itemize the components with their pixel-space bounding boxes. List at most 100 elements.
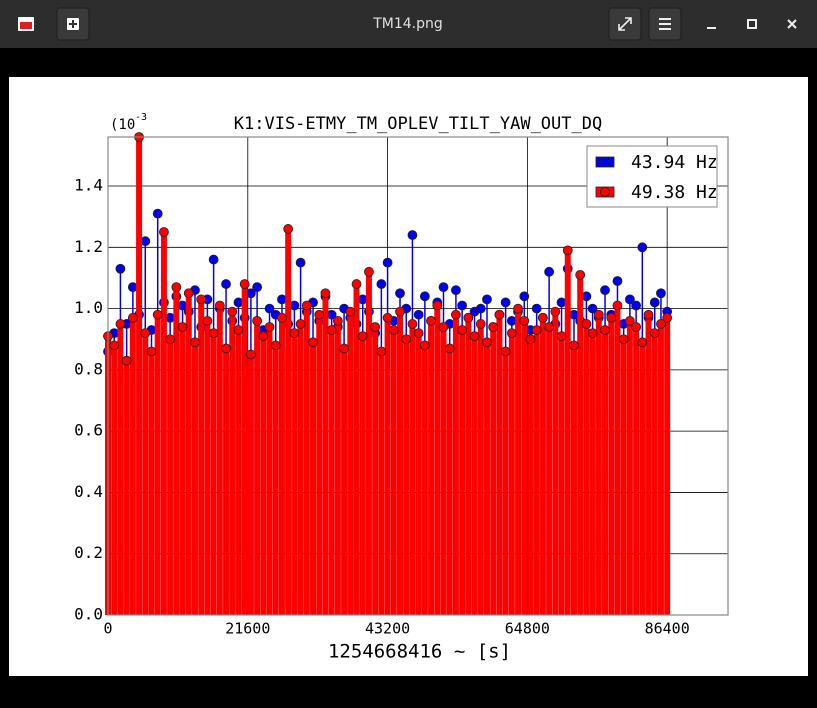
stem-marker [407,230,418,240]
stem-marker [388,325,399,335]
stem-marker [127,282,138,293]
stem-marker [637,242,648,253]
stem-marker [538,312,548,323]
stem-marker [171,282,182,293]
stem-marker [413,309,424,320]
stem-marker [252,315,263,326]
chart-title: K1:VIS-ETMY_TM_OPLEV_TILT_YAW_OUT_DQ [234,114,602,134]
stem-marker [649,297,660,308]
stem-marker [382,257,393,268]
y-scale-exponent: -3 [135,112,147,123]
stem-marker [264,303,275,314]
stem-marker [221,343,231,354]
stem-marker [569,340,579,351]
stem-marker [457,300,468,311]
stem-marker [332,315,343,326]
stem-marker [152,208,163,219]
stem-marker [643,309,654,320]
stem-marker [339,343,349,354]
stem-marker [277,294,287,305]
stem-marker [556,331,567,342]
legend-marker [600,157,610,167]
stem-marker [662,312,673,323]
stem-marker [531,325,542,335]
stem-marker [376,279,387,289]
stem-marker [264,322,275,332]
stem-marker [376,346,387,357]
fullscreen-button[interactable] [608,7,642,41]
stem-marker [115,319,126,329]
legend-marker [600,187,610,197]
stem-marker [475,319,486,329]
new-button[interactable] [56,7,90,41]
stem-marker [233,297,244,308]
stem-marker [289,300,300,311]
stem-marker [140,328,151,339]
stem-marker [277,312,287,323]
close-button[interactable] [787,19,797,29]
stem-marker [500,346,511,357]
stem-marker [550,306,561,317]
stem-marker [631,300,642,311]
stem-marker [357,331,368,342]
stem-marker [438,322,449,332]
stem-marker [364,266,374,277]
stem-marker [612,300,623,311]
stem-marker [432,300,443,311]
x-tick-label: 86400 [645,620,690,638]
stem-marker [624,315,635,326]
stem-marker [556,297,567,308]
stem-marker [190,337,200,348]
stem-marker [121,355,132,366]
stem-marker [152,309,163,320]
stem-marker [270,340,281,351]
stem-marker [500,297,511,308]
stem-marker [656,288,666,299]
stem-marker [463,312,474,323]
stem-marker [612,276,623,286]
chart: 0.0 0.2 0.4 0.6 0.8 1.0 1.2 1.4 0 21600 43200 64800… [74,112,729,663]
legend-label: 43.94 Hz [631,152,718,173]
stem-marker [438,282,449,293]
y-tick-label: 1.2 [74,237,103,256]
menu-button[interactable] [648,7,682,41]
stem-marker [475,303,486,314]
stem-marker [519,291,530,302]
stem-marker [562,245,573,256]
stem-marker [258,331,269,342]
stem-marker [506,315,517,326]
y-tick-label: 1.4 [74,176,103,195]
stem-marker [419,291,430,302]
stem-marker [245,349,256,360]
stem-marker [289,328,300,339]
stem-marker [513,303,523,314]
y-tick-label: 1.0 [74,298,103,317]
stem-marker [593,309,604,320]
y-tick-label: 0.0 [74,605,103,624]
stem-marker [525,334,536,345]
stem-marker [283,224,294,234]
stem-marker [581,319,592,329]
stem-marker [214,300,225,311]
stem-marker [208,328,219,339]
stem-marker [606,312,617,323]
stem-marker [177,322,188,332]
stem-marker [581,291,592,302]
window-title: TM14.png [372,16,443,32]
stem-marker [165,312,176,323]
stem-marker [575,269,586,280]
stem-marker [301,300,312,311]
app-icon [18,17,34,31]
maximize-button[interactable] [747,19,757,29]
stem-marker [401,334,412,345]
stem-marker [624,294,635,305]
stem-marker [183,288,194,299]
stem-marker [482,294,492,305]
stem-marker [221,279,231,289]
y-tick-label: 0.6 [74,421,103,440]
stem-marker [637,337,648,348]
stem-marker [506,328,517,339]
stem-marker [600,325,610,335]
y-tick-label: 0.2 [74,543,103,562]
